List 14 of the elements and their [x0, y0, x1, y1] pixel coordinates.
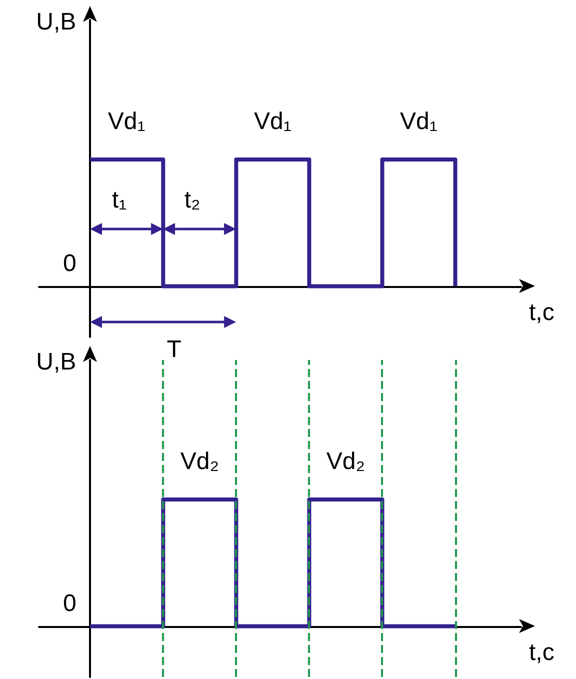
- text: Vd₁: [108, 108, 146, 135]
- annotation: t₂: [184, 186, 200, 214]
- annotation: 0: [62, 590, 76, 617]
- x-axis-title: t,c: [529, 298, 554, 326]
- text: Vd₂: [326, 448, 366, 475]
- x-axis-title: t,c: [529, 638, 554, 666]
- y-axis-title: U,B: [36, 8, 76, 36]
- annotation: 0: [62, 250, 76, 277]
- text: Vd₂: [180, 448, 220, 475]
- text: T: [166, 336, 182, 364]
- text: Vd₁: [400, 108, 438, 135]
- y-axis-title: U,B: [36, 348, 76, 376]
- text: Vd₁: [254, 108, 292, 135]
- annotation: t₁: [112, 186, 127, 214]
